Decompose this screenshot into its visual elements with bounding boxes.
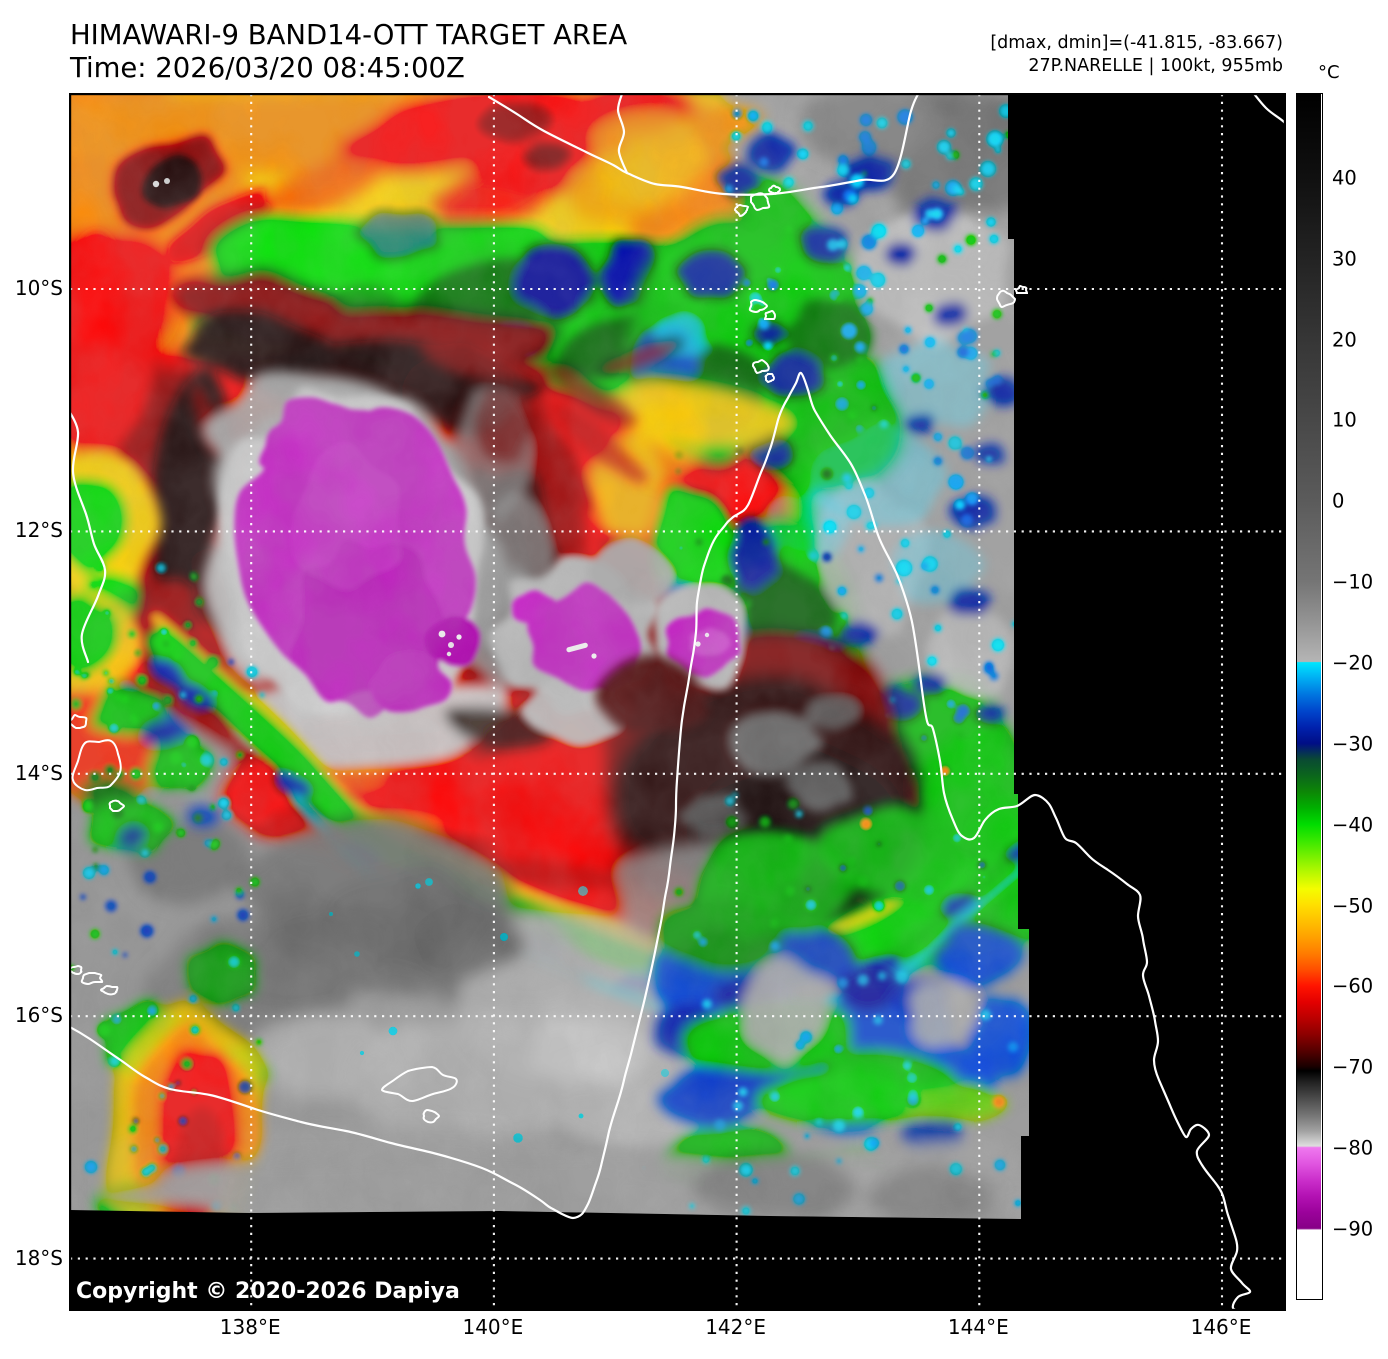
colorbar-tick-label: −30: [1332, 732, 1374, 756]
satellite-data-region: [70, 94, 1029, 1219]
colorbar: [1296, 93, 1323, 1300]
lon-tick-label: 142°E: [705, 1315, 766, 1339]
colorbar-tick-label: −20: [1332, 651, 1374, 675]
timestamp: Time: 2026/03/20 08:45:00Z: [70, 52, 465, 84]
copyright-watermark: Copyright © 2020-2026 Dapiya: [76, 1279, 460, 1304]
satellite-map: [62, 87, 1294, 1316]
satellite-map-svg: [62, 87, 1294, 1316]
storm-annotation: [dmax, dmin]=(-41.815, -83.667) 27P.NAREL…: [990, 32, 1283, 78]
colorbar-tick-label: −50: [1332, 894, 1374, 918]
colorbar-unit-label: °C: [1318, 62, 1340, 83]
lon-tick-label: 144°E: [947, 1315, 1009, 1339]
colorbar-tick-label: −10: [1332, 570, 1374, 594]
lat-tick-label: 16°S: [14, 1003, 63, 1028]
dmax-dmin-readout: [dmax, dmin]=(-41.815, -83.667): [990, 33, 1283, 53]
colorbar-tick-label: 30: [1332, 247, 1357, 271]
coastline-overlay: [62, 87, 1294, 1316]
map-frame: [68, 92, 1287, 1312]
lon-tick-label: 140°E: [462, 1315, 524, 1339]
colorbar-tick-label: 0: [1332, 489, 1345, 513]
colorbar-tick-label: −60: [1332, 974, 1374, 998]
colorbar-tick-label: −70: [1332, 1055, 1374, 1079]
colorbar-tick-label: 20: [1332, 328, 1357, 352]
colorbar-gradient: [1297, 94, 1321, 1298]
lon-tick-label: 146°E: [1190, 1315, 1252, 1339]
lat-tick-label: 12°S: [14, 518, 63, 543]
lat-tick-label: 18°S: [14, 1245, 63, 1270]
colorbar-tick-label: −80: [1332, 1136, 1374, 1160]
lon-tick-label: 138°E: [219, 1315, 281, 1339]
page-title: HIMAWARI-9 BAND14-OTT TARGET AREA: [70, 19, 628, 51]
storm-intensity-readout: 27P.NARELLE | 100kt, 955mb: [1028, 56, 1283, 76]
colorbar-tick-label: −90: [1332, 1217, 1374, 1241]
colorbar-tick-label: 40: [1332, 166, 1357, 190]
lat-tick-label: 14°S: [14, 760, 63, 785]
colorbar-tick-label: −40: [1332, 813, 1374, 837]
lat-tick-label: 10°S: [14, 276, 63, 300]
colorbar-tick-label: 10: [1332, 408, 1357, 432]
